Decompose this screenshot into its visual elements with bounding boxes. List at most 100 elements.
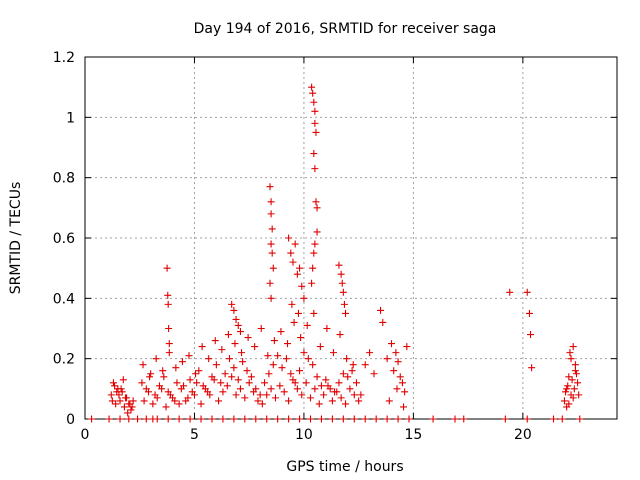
data-point [393,385,401,393]
data-point [278,364,286,372]
data-point [310,150,318,158]
y-tick-label: 1 [66,110,75,126]
data-point [152,355,160,363]
data-point [162,403,170,411]
data-point [210,376,218,384]
data-point [315,400,323,408]
data-point [569,394,577,402]
data-point [244,334,252,342]
data-point [238,349,246,357]
data-point [288,300,296,308]
data-point [266,183,274,191]
data-point [270,337,278,345]
data-point [398,379,406,387]
data-point [215,397,223,405]
data-point [105,415,113,423]
data-point [355,397,363,405]
data-point [312,198,320,206]
data-point [337,394,345,402]
data-point [285,397,293,405]
data-points [88,83,584,423]
data-point [308,83,316,91]
data-point [525,309,533,317]
data-point [251,343,259,351]
data-point [344,373,352,381]
data-point [247,373,255,381]
data-point [385,397,393,405]
data-point [197,415,205,423]
data-point [165,325,173,332]
data-point [527,331,535,339]
data-point [146,373,154,381]
data-point [195,367,203,375]
data-point [383,415,391,423]
data-point [184,394,192,402]
grid [85,57,617,419]
data-point [296,415,304,423]
data-point [285,415,293,423]
data-point [550,415,558,423]
data-point [193,379,201,387]
data-point [294,309,302,317]
data-point [379,318,387,326]
data-point [349,361,357,369]
data-point [357,391,365,399]
x-tick-label: 5 [190,427,199,443]
data-point [298,282,306,290]
data-point [138,379,146,387]
data-point [282,355,290,363]
data-point [129,397,137,405]
data-point [296,367,304,375]
data-point [350,391,358,399]
data-point [232,391,240,399]
data-point [335,379,343,387]
data-point [228,300,236,308]
data-point [277,328,285,336]
data-point [568,376,576,384]
data-point [576,415,584,423]
data-point [337,270,345,278]
data-point [127,406,135,414]
data-point [383,355,391,363]
data-point [267,240,275,248]
data-point [250,388,258,396]
data-point [241,394,249,402]
data-point [140,397,148,405]
data-point [185,352,193,360]
data-point [117,385,125,393]
data-point [218,346,226,354]
data-point [178,358,186,366]
data-point [276,382,284,390]
data-point [188,388,196,396]
data-point [565,373,573,381]
data-point [311,240,319,248]
data-point [267,210,275,218]
data-point [300,349,308,357]
data-point [563,385,571,393]
data-point [394,358,402,366]
data-point [269,264,277,272]
data-point [289,376,297,384]
data-point [119,376,127,384]
data-point [388,340,396,348]
data-point [112,400,120,408]
data-point [313,373,321,381]
data-point [316,343,324,351]
data-point [192,370,200,378]
data-point [361,361,369,369]
data-point [317,382,325,390]
data-point [266,279,274,287]
data-point [329,349,337,357]
data-point [308,279,316,287]
data-point [338,279,346,287]
data-point [333,388,341,396]
data-point [289,258,297,266]
x-axis-label: GPS time / hours [286,459,403,475]
data-point [523,415,531,423]
data-point [224,331,232,339]
data-point [219,388,227,396]
data-point [284,340,292,348]
y-tick-label: 1.2 [53,50,75,66]
data-point [231,340,239,348]
data-point [370,370,378,378]
